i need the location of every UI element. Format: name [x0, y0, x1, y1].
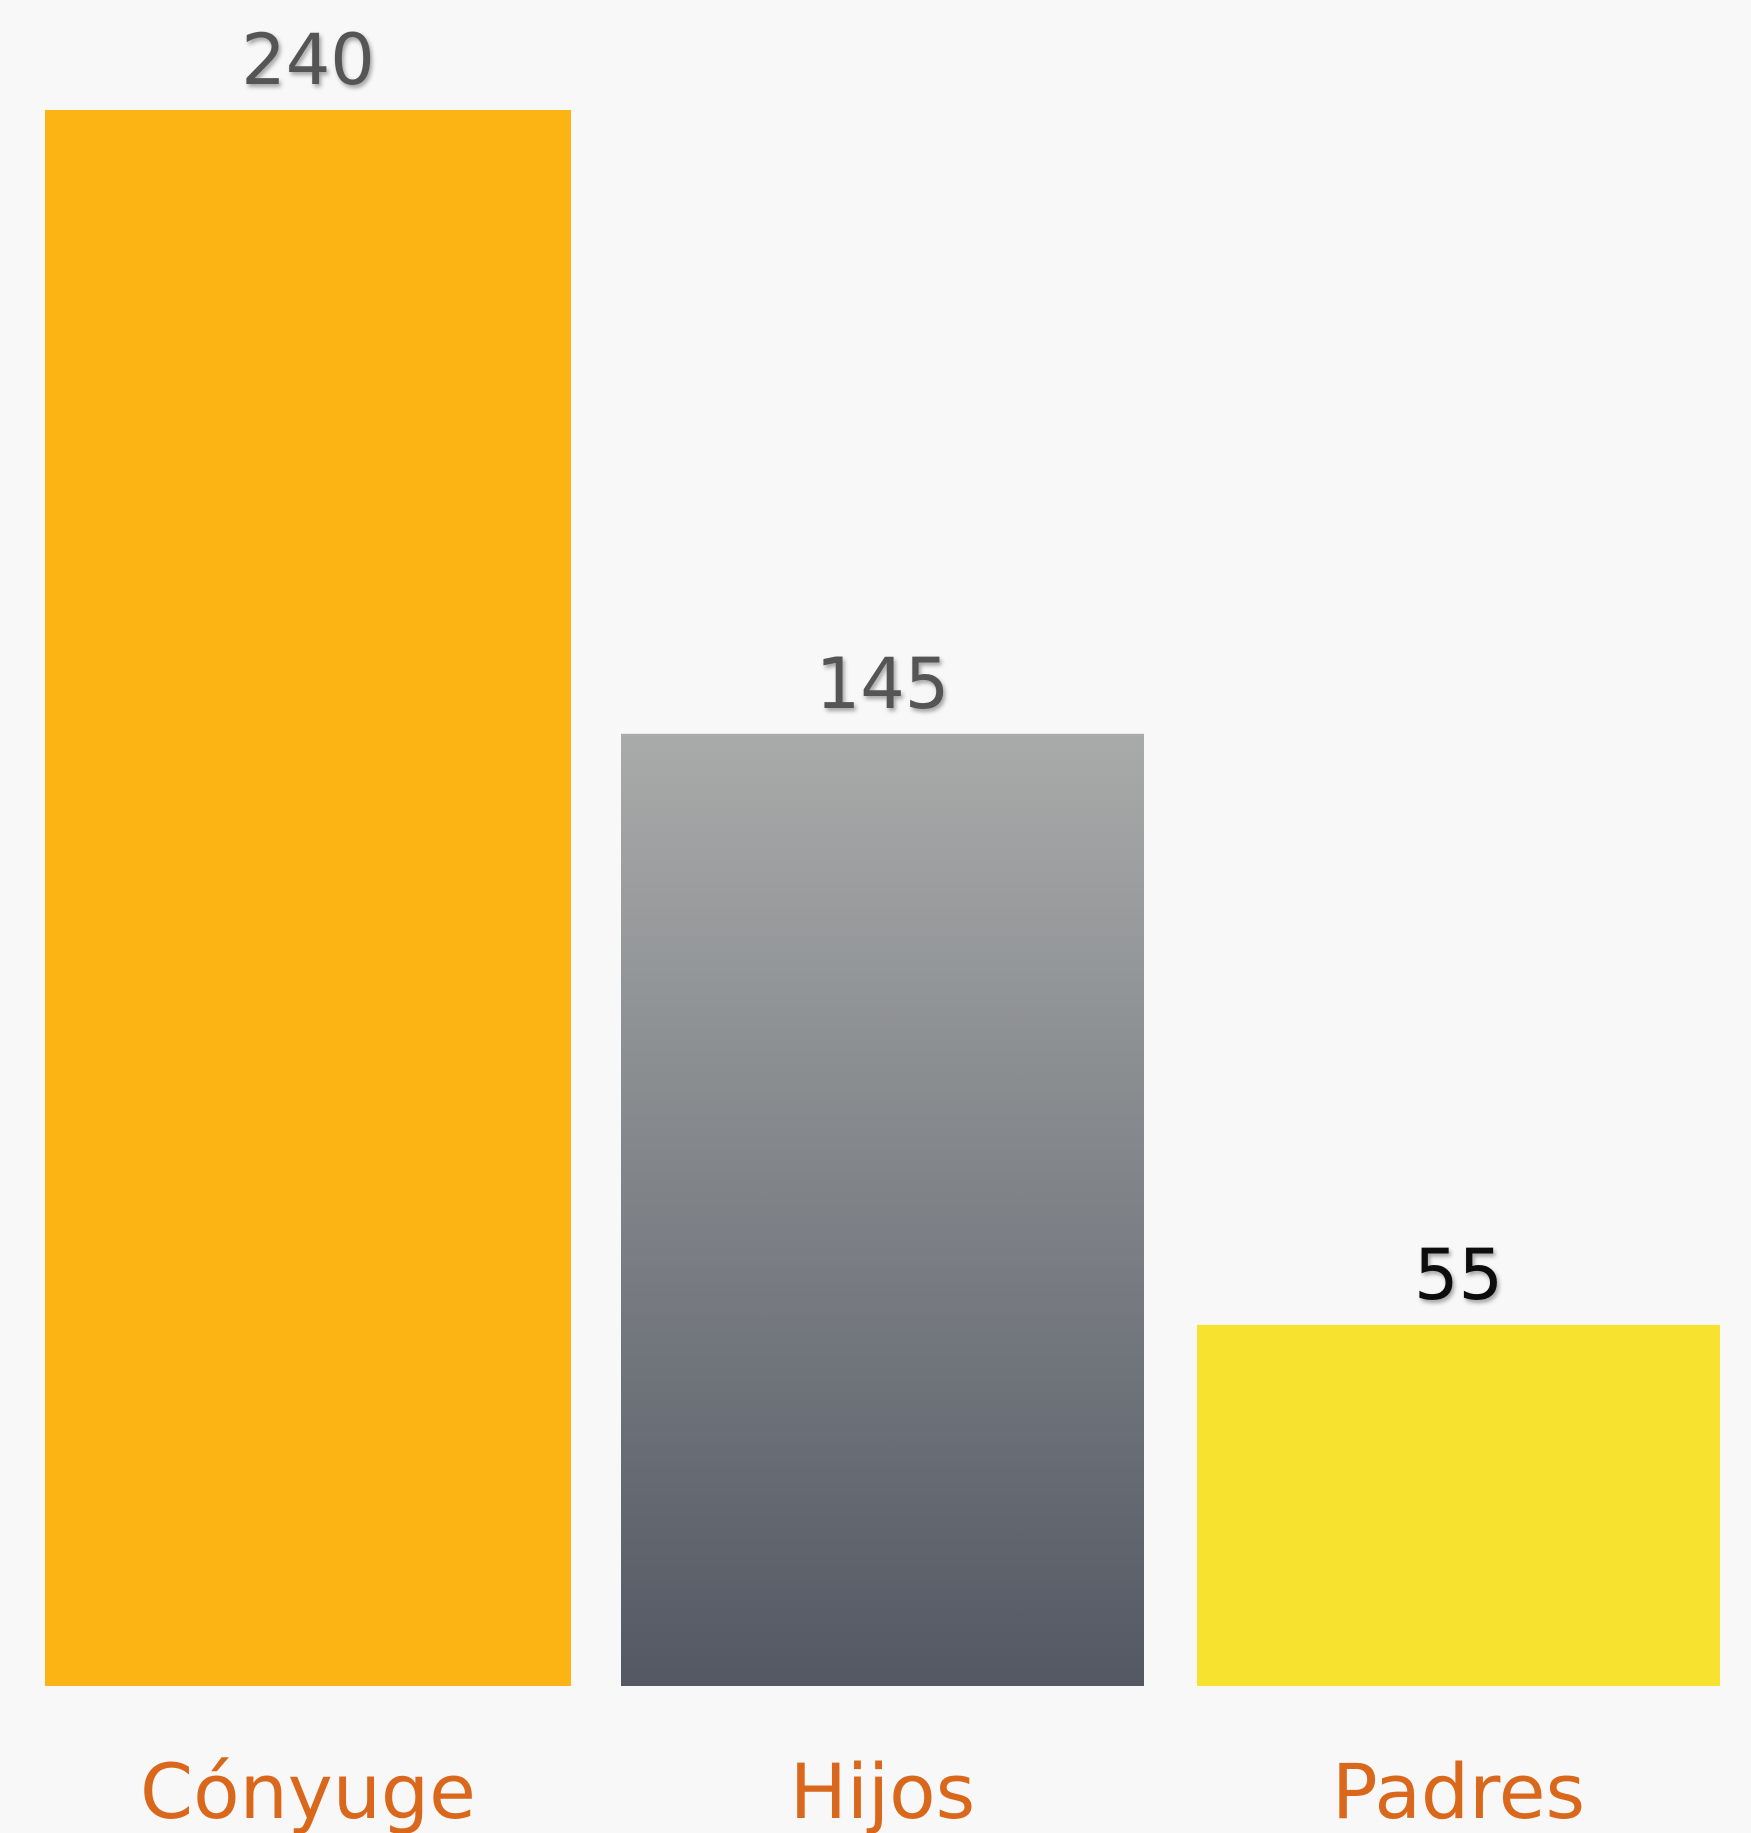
category-label-hijos: Hijos [790, 1747, 975, 1833]
bar-hijos [621, 733, 1144, 1686]
data-label-hijos: 145 [816, 643, 950, 725]
category-label-padres: Padres [1332, 1747, 1585, 1833]
bar-conyuge [45, 110, 571, 1686]
bars-layer [45, 110, 1720, 1686]
data-label-conyuge: 240 [241, 19, 375, 101]
data-label-padres: 55 [1414, 1234, 1503, 1316]
bar-padres [1197, 1324, 1720, 1686]
category-labels-layer: Cónyuge Hijos Padres [140, 1747, 1585, 1833]
value-labels-layer: 240 145 55 [241, 19, 1503, 1316]
category-label-conyuge: Cónyuge [140, 1747, 476, 1833]
